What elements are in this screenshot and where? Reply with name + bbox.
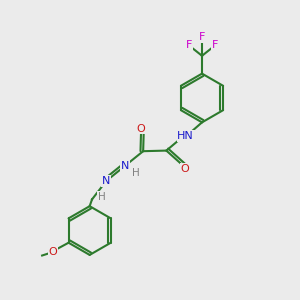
Text: O: O — [181, 164, 189, 174]
Text: O: O — [49, 247, 58, 256]
Text: N: N — [121, 161, 130, 171]
Text: HN: HN — [177, 131, 194, 141]
Text: F: F — [199, 32, 205, 42]
Text: F: F — [186, 40, 192, 50]
Text: N: N — [102, 176, 110, 186]
Text: H: H — [132, 168, 140, 178]
Text: O: O — [136, 124, 145, 134]
Text: F: F — [212, 40, 218, 50]
Text: H: H — [98, 192, 106, 202]
